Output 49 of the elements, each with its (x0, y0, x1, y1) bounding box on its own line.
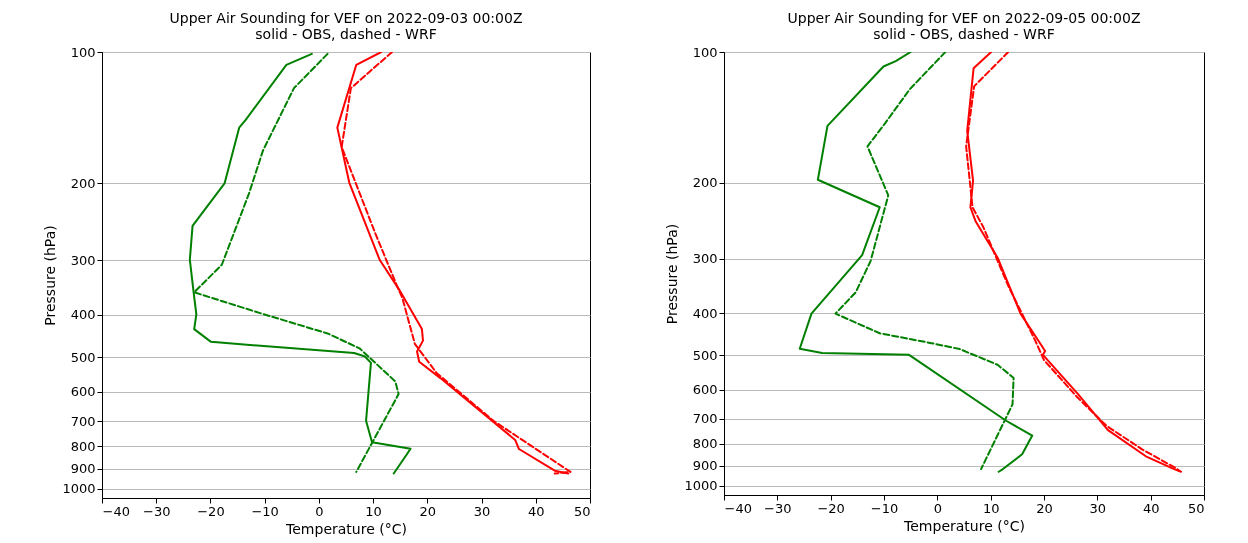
y-tick-label: 200 (692, 175, 718, 191)
y-tick-label: 700 (692, 411, 718, 427)
y-tick-label: 900 (692, 458, 718, 474)
x-tick-label: 0 (933, 500, 942, 516)
y-tick-label: 1000 (684, 478, 718, 494)
chart-subtitle: solid - OBS, dashed - WRF (873, 26, 1055, 42)
x-tick-label: −20 (817, 500, 845, 516)
y-axis-title: Pressure (hPa) (42, 225, 59, 326)
line-series (798, 52, 1034, 473)
y-tick-label: 300 (692, 251, 718, 267)
x-tick-label: −40 (724, 500, 752, 516)
x-tick-label: 40 (528, 503, 545, 519)
y-tick-label: 400 (692, 305, 718, 321)
chart-title: Upper Air Sounding for VEF on 2022-09-05 00:00Z (787, 10, 1141, 26)
x-tick-label: 30 (1089, 500, 1107, 516)
y-tick-label: 800 (692, 436, 718, 452)
x-tick-label: 10 (982, 500, 1000, 516)
y-tick-label: 300 (70, 252, 96, 268)
x-tick-label: −40 (102, 503, 130, 519)
x-tick-label: −20 (197, 503, 225, 519)
x-tick-label: 20 (419, 503, 437, 519)
y-axis-title: Pressure (hPa) (664, 223, 681, 325)
x-tick-label: −30 (764, 500, 792, 516)
y-tick-label: 600 (70, 384, 96, 400)
x-tick-label: 40 (1142, 500, 1160, 516)
y-tick-label: 400 (70, 307, 96, 323)
x-tick-label: 30 (473, 503, 491, 519)
x-axis-title: Temperature (°C) (285, 520, 407, 537)
x-tick-label: 50 (573, 503, 591, 519)
x-tick-label: −10 (870, 500, 899, 516)
chart-subtitle: solid - OBS, dashed - WRF (255, 26, 437, 42)
chart-title: Upper Air Sounding for VEF on 2022-09-03 00:00Z (169, 10, 523, 26)
y-tick-label: 700 (70, 413, 96, 429)
x-tick-label: 20 (1036, 500, 1053, 516)
y-tick-label: 1000 (62, 481, 96, 497)
y-tick-label: 900 (70, 461, 96, 477)
x-tick-label: 10 (365, 503, 382, 519)
y-tick-label: 500 (692, 347, 718, 363)
y-tick-label: 200 (70, 175, 96, 191)
x-axis-title: Temperature (°C) (903, 517, 1025, 534)
y-tick-label: 100 (692, 44, 718, 60)
y-tick-label: 600 (692, 382, 718, 398)
y-tick-label: 800 (70, 438, 96, 454)
y-tick-label: 500 (70, 349, 96, 365)
y-tick-label: 100 (70, 44, 96, 60)
x-tick-label: −10 (251, 503, 279, 519)
x-tick-label: 50 (1187, 500, 1205, 516)
x-tick-label: −30 (143, 503, 171, 519)
x-tick-label: 0 (315, 503, 324, 519)
